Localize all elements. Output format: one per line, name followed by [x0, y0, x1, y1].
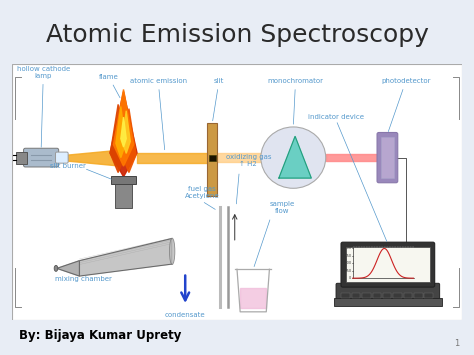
- Text: slit burner: slit burner: [50, 163, 86, 169]
- Text: sample
flow: sample flow: [269, 201, 295, 214]
- FancyBboxPatch shape: [116, 182, 132, 208]
- FancyBboxPatch shape: [377, 132, 398, 183]
- Text: 0.150: 0.150: [341, 253, 351, 258]
- Text: 1: 1: [455, 339, 460, 348]
- Polygon shape: [122, 111, 130, 153]
- Ellipse shape: [170, 238, 175, 264]
- FancyBboxPatch shape: [207, 123, 217, 196]
- Text: By: Bijaya Kumar Uprety: By: Bijaya Kumar Uprety: [19, 329, 182, 342]
- Polygon shape: [240, 288, 266, 308]
- Polygon shape: [121, 117, 126, 147]
- Polygon shape: [279, 136, 311, 178]
- Text: slit: slit: [213, 78, 224, 121]
- Text: fuel gas
Acetylene: fuel gas Acetylene: [184, 186, 219, 199]
- Polygon shape: [113, 89, 134, 166]
- Polygon shape: [80, 239, 172, 276]
- FancyBboxPatch shape: [341, 242, 435, 287]
- FancyBboxPatch shape: [362, 293, 371, 298]
- FancyBboxPatch shape: [424, 293, 433, 298]
- Polygon shape: [122, 109, 136, 173]
- Text: atomic emission: atomic emission: [129, 78, 187, 150]
- Polygon shape: [116, 106, 126, 158]
- Text: absorbance: absorbance: [345, 251, 348, 270]
- Text: 0.100: 0.100: [341, 261, 351, 265]
- Ellipse shape: [54, 266, 58, 271]
- FancyBboxPatch shape: [24, 148, 59, 167]
- Text: indicator device: indicator device: [308, 114, 364, 120]
- FancyBboxPatch shape: [55, 152, 68, 163]
- FancyBboxPatch shape: [393, 293, 402, 298]
- Polygon shape: [110, 104, 126, 173]
- FancyBboxPatch shape: [209, 155, 216, 160]
- Circle shape: [261, 127, 326, 188]
- Text: oxidizing gas
↑ H2: oxidizing gas ↑ H2: [226, 154, 271, 167]
- FancyBboxPatch shape: [383, 293, 392, 298]
- FancyBboxPatch shape: [334, 298, 442, 306]
- Text: photodetector: photodetector: [381, 78, 430, 132]
- FancyBboxPatch shape: [12, 64, 462, 320]
- FancyBboxPatch shape: [111, 176, 136, 185]
- Text: 0: 0: [349, 276, 351, 280]
- FancyBboxPatch shape: [346, 247, 430, 283]
- Text: monochromator: monochromator: [267, 78, 324, 124]
- Text: hollow cathode
lamp: hollow cathode lamp: [17, 66, 70, 147]
- FancyBboxPatch shape: [404, 293, 412, 298]
- Text: 0.050: 0.050: [341, 269, 351, 273]
- Text: 0.200: 0.200: [341, 246, 351, 250]
- Text: mixing chamber: mixing chamber: [55, 276, 112, 282]
- FancyBboxPatch shape: [373, 293, 381, 298]
- Text: condensate: condensate: [165, 312, 206, 318]
- FancyBboxPatch shape: [341, 293, 350, 298]
- Polygon shape: [57, 261, 80, 276]
- Text: flame: flame: [99, 74, 120, 98]
- FancyBboxPatch shape: [352, 293, 360, 298]
- FancyBboxPatch shape: [414, 293, 422, 298]
- FancyBboxPatch shape: [16, 152, 27, 164]
- Polygon shape: [110, 92, 137, 177]
- FancyBboxPatch shape: [336, 283, 440, 301]
- FancyBboxPatch shape: [381, 137, 394, 178]
- Text: Atomic Emission Spectroscopy: Atomic Emission Spectroscopy: [46, 23, 428, 47]
- Text: concentration : 0.198: concentration : 0.198: [347, 283, 390, 287]
